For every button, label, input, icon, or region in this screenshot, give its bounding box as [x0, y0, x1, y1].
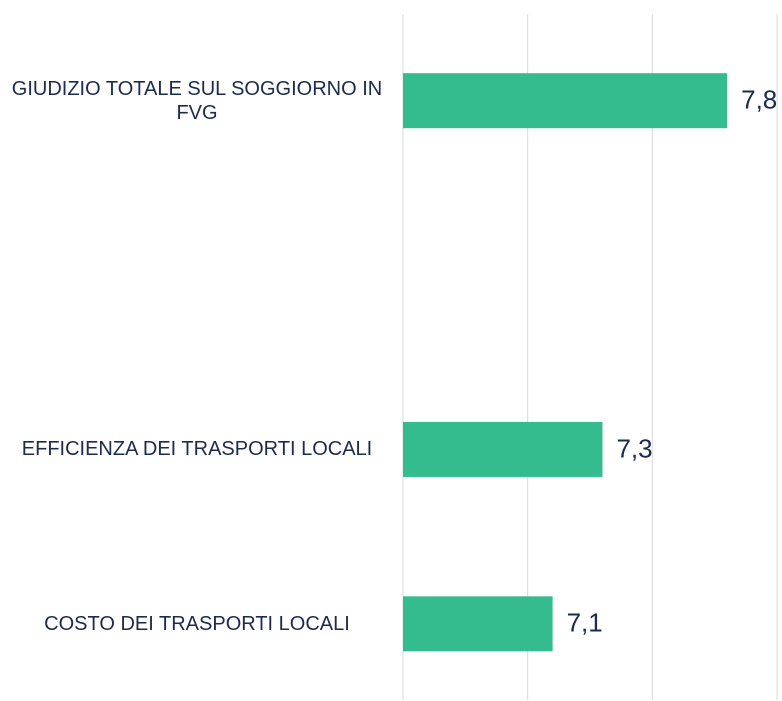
bar: [403, 73, 728, 129]
bar: [403, 421, 603, 477]
category-label: GIUDIZIO TOTALE SUL SOGGIORNO IN FVG: [11, 77, 383, 124]
bar: [403, 596, 553, 652]
data-label: 7,8: [741, 85, 777, 115]
data-label: 7,1: [567, 608, 603, 638]
data-label: 7,3: [616, 433, 652, 463]
category-label: COSTO DEI TRASPORTI LOCALI: [44, 612, 350, 635]
category-label: EFFICIENZA DEI TRASPORTI LOCALI: [21, 438, 373, 461]
